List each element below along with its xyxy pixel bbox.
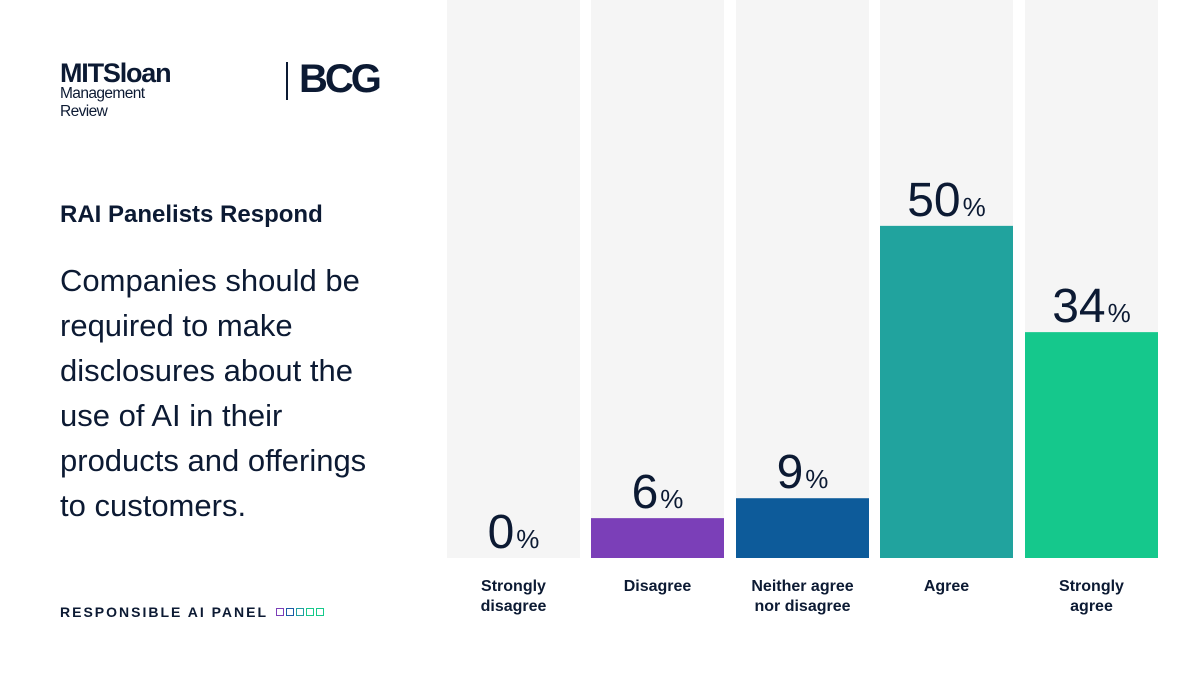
bar-value-label: 9% [777,446,829,499]
panel-square-icon [276,608,285,616]
bcg-wordmark: BCG [299,57,382,101]
bar [880,225,1013,558]
bar [591,518,724,558]
footer-label: RESPONSIBLE AI PANEL [60,604,269,620]
category-label: Neither agree nor disagree [751,578,853,615]
bar-background [591,0,724,558]
logo-divider [286,62,288,100]
category-label: Disagree [624,578,692,595]
category-label: Strongly agree [1059,578,1124,615]
panel-square-icon [306,608,315,616]
panel-square-icon [316,608,325,616]
bar [1025,332,1158,558]
panel-squares-icon [276,608,326,616]
bar-value-label: 34% [1052,280,1131,333]
bar-value-label: 6% [632,466,684,519]
bar [736,498,869,558]
bar-background [736,0,869,558]
bar-background [447,0,580,558]
category-label: Strongly disagree [481,578,547,615]
panel-square-icon [296,608,305,616]
chart-subtitle: RAI Panelists Respond [60,201,323,228]
bar-value-label: 50% [907,174,986,227]
footer: RESPONSIBLE AI PANEL [60,604,326,620]
mit-sloan-subtitle: Management Review [60,85,145,120]
mit-sloan-wordmark: MITSloan [60,58,172,88]
category-label: Agree [924,578,969,595]
panel-square-icon [286,608,295,616]
bar-value-label: 0% [488,506,540,559]
survey-question: Companies should be required to make dis… [60,263,367,523]
